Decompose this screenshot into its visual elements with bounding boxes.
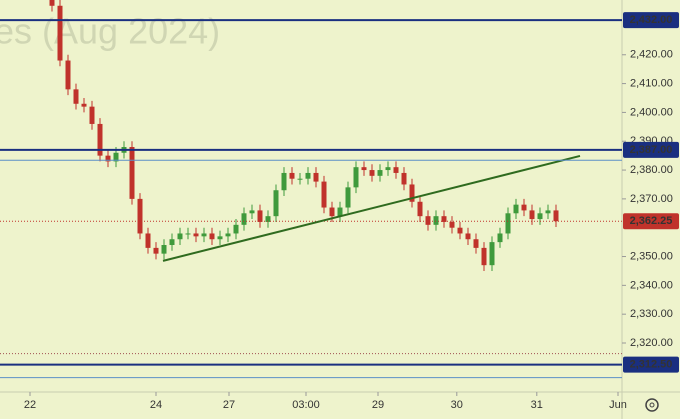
candle-body	[521, 204, 527, 211]
candle-body	[553, 210, 559, 222]
candle-body	[105, 155, 111, 162]
candle-body	[409, 184, 415, 202]
candle-body	[249, 210, 255, 214]
y-tick-label: 2,410.00	[630, 77, 673, 89]
candle-body	[113, 152, 119, 162]
candle-body	[537, 213, 543, 220]
candle-body	[465, 233, 471, 240]
candle-body	[313, 172, 319, 182]
last-price-box	[623, 213, 679, 230]
candle-body	[297, 178, 303, 180]
y-tick-label: 2,350.00	[630, 250, 673, 262]
candle-body	[97, 123, 103, 156]
y-tick-label: 2,370.00	[630, 193, 673, 205]
level-label: 2,312.50	[630, 359, 673, 371]
candle-body	[433, 216, 439, 225]
candle-body	[417, 201, 423, 217]
candle-body	[65, 60, 71, 90]
candle-body	[345, 187, 351, 208]
x-tick-label: 22	[24, 399, 36, 411]
level-label-box	[623, 356, 679, 373]
last-price-label: 2,362.25	[630, 215, 673, 227]
candle-body	[369, 170, 375, 176]
y-tick-label: 2,340.00	[630, 279, 673, 291]
candle-body	[265, 216, 271, 222]
candle-body	[329, 207, 335, 217]
y-tick-label: 2,320.00	[630, 337, 673, 349]
candle-body	[489, 242, 495, 266]
x-tick-label: Jun	[609, 399, 627, 411]
candle-body	[217, 236, 223, 240]
x-tick-label: 31	[531, 399, 543, 411]
candle-body	[89, 106, 95, 124]
candle-body	[321, 181, 327, 208]
candle-body	[145, 233, 151, 248]
watermark: es (Aug 2024)	[0, 11, 220, 52]
candle-body	[505, 213, 511, 234]
candle-body	[241, 213, 247, 225]
candle-body	[233, 224, 239, 234]
candle-body	[473, 239, 479, 248]
candle-body	[137, 198, 143, 234]
candle-body	[393, 167, 399, 173]
candle-body	[305, 172, 311, 179]
candle-body	[193, 233, 199, 237]
candle-body	[209, 233, 215, 240]
candle-body	[449, 221, 455, 228]
x-tick-label: 29	[372, 399, 384, 411]
level-label-box	[623, 141, 679, 158]
y-tick-label: 2,420.00	[630, 49, 673, 61]
gear[interactable]	[645, 398, 659, 412]
candle-body	[201, 233, 207, 237]
trendline	[162, 154, 581, 262]
candle-body	[177, 233, 183, 240]
candle-body	[289, 172, 295, 179]
y-tick-label: 2,400.00	[630, 106, 673, 118]
candle-body	[497, 233, 503, 243]
candle-body	[161, 245, 167, 254]
y-tick-label: 2,380.00	[630, 164, 673, 176]
gear-center	[649, 402, 655, 408]
candle-body	[57, 5, 63, 61]
candle-body	[481, 247, 487, 266]
candle-body	[457, 227, 463, 234]
settings-icon[interactable]	[645, 398, 659, 412]
candle-body	[153, 247, 159, 254]
candle-body	[225, 233, 231, 237]
candle-body	[337, 207, 343, 217]
level-label: 2,387.00	[630, 144, 673, 156]
candle-body	[529, 210, 535, 220]
candle-body	[169, 239, 175, 245]
candle-body	[513, 204, 519, 214]
candle-body	[401, 172, 407, 185]
candle-body	[385, 167, 391, 171]
y-tick-label: 2,330.00	[630, 308, 673, 320]
candle-body	[185, 233, 191, 235]
level-label: 2,432.00	[630, 14, 673, 26]
candle-body	[129, 147, 135, 199]
candle-body	[49, 0, 55, 6]
candle-body	[81, 103, 87, 107]
x-tick-label: 27	[223, 399, 235, 411]
level-label-box	[623, 12, 679, 29]
candle-body	[281, 172, 287, 191]
x-tick-label: 24	[150, 399, 162, 411]
candle-body	[73, 89, 79, 104]
candle-body	[361, 167, 367, 171]
candle-body	[257, 210, 263, 222]
x-tick-label: 03:00	[292, 399, 320, 411]
x-tick-label: 30	[451, 399, 463, 411]
candle-body	[353, 167, 359, 188]
candle-body	[425, 216, 431, 225]
candle-body	[545, 210, 551, 214]
candle-body	[377, 170, 383, 176]
candle-body	[273, 190, 279, 217]
candle-body	[441, 216, 447, 222]
